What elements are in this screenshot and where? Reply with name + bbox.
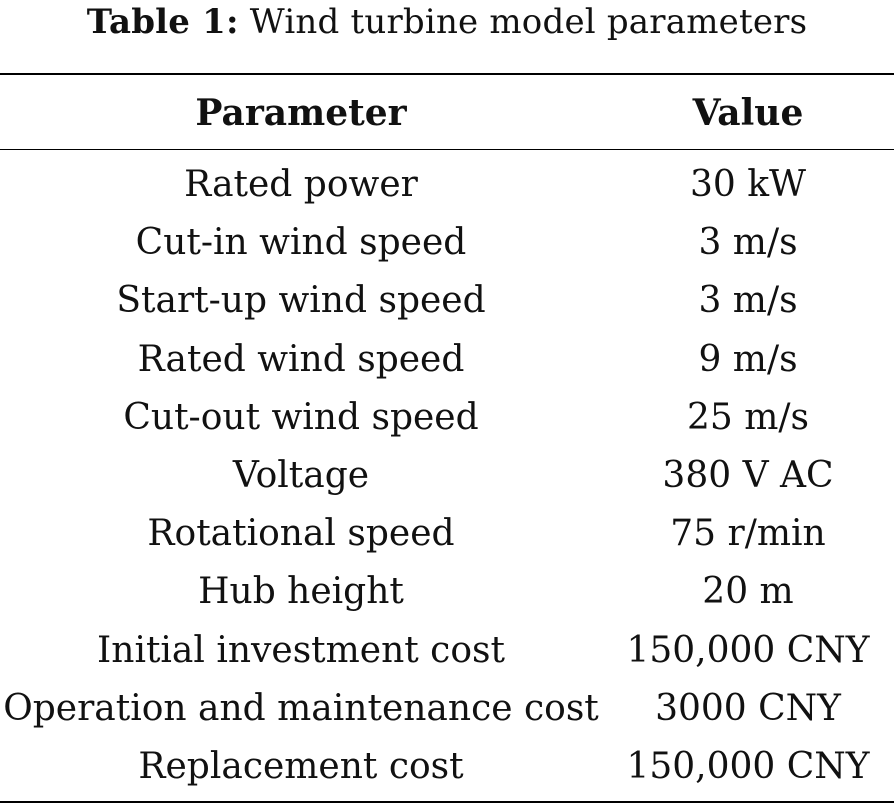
row-value: 150,000 CNY [626,629,870,671]
table-row: Operation and maintenance cost 3000 CNY [0,680,894,738]
row-parameter: Rotational speed [147,513,455,555]
row-value: 3 m/s [698,222,798,264]
table-header-row: Parameter Value [0,78,894,148]
row-value: 75 r/min [670,513,826,555]
row-parameter: Replacement cost [138,745,464,787]
header-parameter: Parameter [195,92,407,134]
bottom-rule [0,801,894,803]
header-rule [0,149,894,150]
row-parameter: Rated wind speed [137,338,465,380]
table-row: Replacement cost 150,000 CNY [0,738,894,796]
row-value: 20 m [702,571,794,613]
row-parameter: Hub height [198,571,404,613]
row-parameter: Initial investment cost [97,629,505,671]
row-value: 3 m/s [698,280,798,322]
table-row: Hub height 20 m [0,563,894,621]
row-parameter: Rated power [184,164,418,206]
row-parameter: Operation and maintenance cost [3,687,599,729]
row-value: 9 m/s [698,338,798,380]
row-value: 25 m/s [687,396,809,438]
row-parameter: Cut-out wind speed [123,396,479,438]
table-caption-label: Table 1: [86,2,239,42]
table-row: Cut-out wind speed 25 m/s [0,389,894,447]
row-value: 380 V AC [662,455,834,497]
table-row: Cut-in wind speed 3 m/s [0,214,894,272]
table-row: Rated power 30 kW [0,148,894,214]
row-value: 150,000 CNY [626,745,870,787]
row-parameter: Voltage [232,455,370,497]
header-value: Value [692,92,804,134]
table-row: Rated wind speed 9 m/s [0,331,894,389]
parameters-table: Parameter Value Rated power 30 kW Cut-in… [0,78,894,796]
row-value: 30 kW [689,164,807,206]
row-parameter: Cut-in wind speed [135,222,467,264]
top-rule [0,73,894,75]
table-row: Start-up wind speed 3 m/s [0,272,894,330]
table-caption: Table 1: Wind turbine model parameters [0,0,894,44]
row-value: 3000 CNY [655,687,841,729]
table-row: Rotational speed 75 r/min [0,505,894,563]
row-parameter: Start-up wind speed [116,280,486,322]
table-caption-title: Wind turbine model parameters [249,2,808,42]
table-row: Initial investment cost 150,000 CNY [0,622,894,680]
table-row: Voltage 380 V AC [0,447,894,505]
